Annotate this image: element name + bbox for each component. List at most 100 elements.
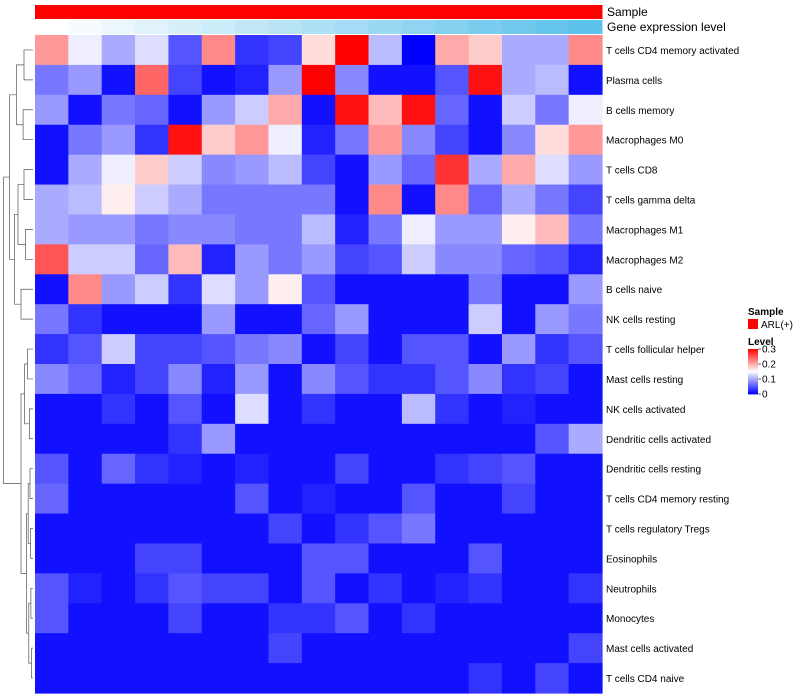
heatmap-cell [168, 124, 203, 156]
heatmap-cell [101, 603, 136, 634]
heatmap-cell [401, 603, 436, 634]
heatmap-cell [268, 334, 303, 365]
heatmap-cell [235, 64, 270, 96]
heatmap-cell [501, 274, 536, 305]
heatmap-cell [568, 64, 603, 96]
legend-gradient-step [748, 389, 758, 391]
heatmap-cell [35, 603, 69, 634]
heatmap-cell [435, 304, 470, 335]
heatmap-cell [35, 393, 69, 425]
heatmap-cell [568, 423, 603, 455]
row-label: T cells gamma delta [606, 196, 696, 207]
heatmap-cell [301, 393, 336, 425]
gene-expression-annotation-cell [501, 20, 536, 34]
row-label: B cells memory [606, 106, 674, 117]
heatmap-cell [435, 393, 470, 425]
row-label: Plasma cells [606, 76, 662, 87]
heatmap-cell [101, 573, 136, 604]
legend-gradient-step [748, 382, 758, 384]
sample-annotation-cell [535, 5, 570, 19]
heatmap-cell [401, 663, 436, 694]
heatmap-cell [168, 64, 203, 96]
annotation-label: Sample [607, 5, 648, 19]
row-label: NK cells activated [606, 405, 685, 416]
dendrogram-branch [25, 229, 33, 260]
heatmap-cell [68, 124, 103, 156]
heatmap-cell [535, 64, 570, 96]
heatmap-cell [468, 304, 503, 335]
heatmap-cell [268, 513, 303, 545]
legend-gradient-step [748, 368, 758, 370]
dendrogram-branch [23, 169, 33, 200]
heatmap-cell [68, 184, 103, 216]
heatmap-cell [268, 453, 303, 485]
heatmap-cell [535, 184, 570, 216]
heatmap-cell [235, 543, 270, 574]
heatmap-cell [568, 35, 603, 66]
heatmap-cell [201, 184, 236, 216]
dendrogram-branch [22, 109, 33, 141]
heatmap-cell [101, 334, 136, 365]
heatmap-cell [68, 154, 103, 186]
heatmap-cell [101, 663, 136, 694]
heatmap-cell [401, 304, 436, 335]
heatmap-cell [201, 483, 236, 515]
heatmap-cell [68, 543, 103, 574]
heatmap-cell [268, 184, 303, 216]
heatmap-cell [235, 364, 270, 395]
heatmap-cell [468, 274, 503, 305]
legend-gradient-step [748, 386, 758, 388]
heatmap-cell [168, 483, 203, 515]
heatmap-cell [535, 513, 570, 545]
sample-annotation-cell [268, 5, 303, 19]
legend-gradient-step [748, 360, 758, 362]
heatmap-cell [235, 214, 270, 245]
heatmap-cell [368, 483, 403, 515]
gene-expression-annotation-cell [235, 20, 269, 34]
heatmap-cell [435, 543, 470, 574]
legend-gradient-step [748, 350, 758, 352]
heatmap-cell [468, 453, 503, 485]
heatmap-cell [201, 633, 236, 664]
legend-gradient-step [748, 363, 758, 365]
heatmap-cell [268, 393, 303, 425]
heatmap-cell [101, 304, 136, 335]
row-label: B cells naive [606, 285, 663, 296]
legend-level-title: Level [748, 337, 774, 348]
heatmap-cell [68, 573, 103, 604]
heatmap-cell [368, 543, 403, 574]
heatmap-cell [401, 393, 436, 425]
heatmap-cell [501, 35, 536, 66]
heatmap-cell [68, 453, 103, 485]
heatmap-cell [101, 543, 136, 574]
heatmap-cell [301, 94, 336, 126]
heatmap-cell [168, 214, 203, 245]
heatmap-cell [468, 154, 503, 186]
heatmap-cell [201, 244, 236, 275]
legend-tick-label: 0 [762, 390, 768, 401]
legend-gradient-step [748, 372, 758, 374]
heatmap-cell [135, 633, 170, 664]
heatmap-cell [68, 393, 103, 425]
gene-expression-annotation-cell [468, 20, 503, 34]
heatmap-cell [468, 603, 503, 634]
heatmap-cell [235, 603, 270, 634]
heatmap-cell [568, 393, 603, 425]
heatmap-cell [135, 573, 170, 604]
heatmap-cell [401, 483, 436, 515]
legend-gradient-step [748, 374, 758, 376]
heatmap-cell [368, 244, 403, 275]
heatmap-cell [468, 184, 503, 216]
heatmap-cell [235, 154, 270, 186]
heatmap-cell [468, 124, 503, 156]
heatmap-cell [201, 124, 236, 156]
heatmap-cell [168, 543, 203, 574]
dendrogram-branch [24, 363, 30, 425]
heatmap-cell [501, 64, 536, 96]
gene-expression-annotation-cell [35, 20, 69, 34]
heatmap-cell [568, 124, 603, 156]
heatmap-cell [168, 633, 203, 664]
heatmap-cell [568, 543, 603, 574]
heatmap-cell [168, 573, 203, 604]
